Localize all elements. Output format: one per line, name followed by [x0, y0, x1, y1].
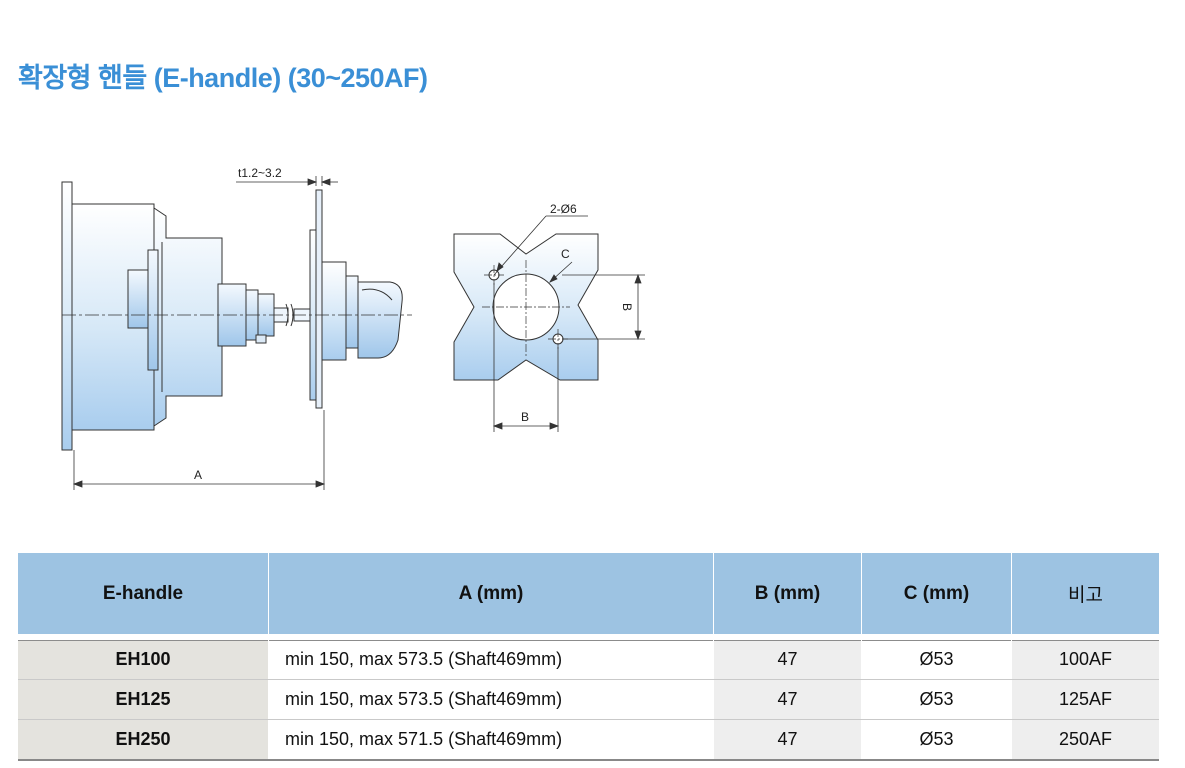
cell-b: 47	[713, 634, 862, 680]
cell-c: Ø53	[861, 719, 1012, 761]
thickness-dimension	[236, 176, 338, 186]
cell-note: 250AF	[1011, 719, 1159, 761]
hole-label: 2-Ø6	[550, 202, 577, 216]
table-row: EH100 min 150, max 573.5 (Shaft469mm) 47…	[18, 634, 1159, 680]
cell-a: min 150, max 573.5 (Shaft469mm)	[268, 679, 714, 720]
header-c: C (mm)	[861, 553, 1012, 637]
cell-note: 125AF	[1011, 679, 1159, 720]
cell-c: Ø53	[861, 679, 1012, 720]
table-row: EH125 min 150, max 573.5 (Shaft469mm) 47…	[18, 679, 1159, 720]
cell-a: min 150, max 573.5 (Shaft469mm)	[268, 634, 714, 680]
dimension-b-vertical-label: B	[620, 303, 634, 311]
cell-note: 100AF	[1011, 634, 1159, 680]
header-a: A (mm)	[268, 553, 714, 637]
cell-model: EH125	[18, 679, 269, 720]
breaker-side-view	[61, 181, 315, 451]
cell-b: 47	[713, 679, 862, 720]
dimension-b-vertical	[562, 273, 645, 341]
thickness-label: t1.2~3.2	[238, 166, 282, 180]
cell-model: EH100	[18, 634, 269, 680]
header-b: B (mm)	[713, 553, 862, 637]
technical-drawing: t1.2~3.2 A 2-Ø6 C	[61, 166, 645, 490]
cell-b: 47	[713, 719, 862, 761]
table-row: EH250 min 150, max 571.5 (Shaft469mm) 47…	[18, 719, 1159, 761]
header-model: E-handle	[18, 553, 269, 637]
cell-c: Ø53	[861, 634, 1012, 680]
dimension-b-horizontal-label: B	[521, 410, 529, 424]
header-note: 비고	[1011, 553, 1159, 637]
cell-a: min 150, max 571.5 (Shaft469mm)	[268, 719, 714, 761]
dimension-b-horizontal	[492, 283, 560, 432]
c-label: C	[561, 247, 570, 261]
cell-model: EH250	[18, 719, 269, 761]
handle-side-view	[309, 189, 403, 409]
table-header-row: E-handle A (mm) B (mm) C (mm) 비고	[18, 553, 1159, 637]
dimension-a-label: A	[194, 468, 202, 482]
dimension-a	[72, 410, 326, 490]
page-title: 확장형 핸들 (E-handle) (30~250AF)	[18, 63, 428, 93]
spec-table: E-handle A (mm) B (mm) C (mm) 비고 EH100 m…	[18, 553, 1159, 761]
